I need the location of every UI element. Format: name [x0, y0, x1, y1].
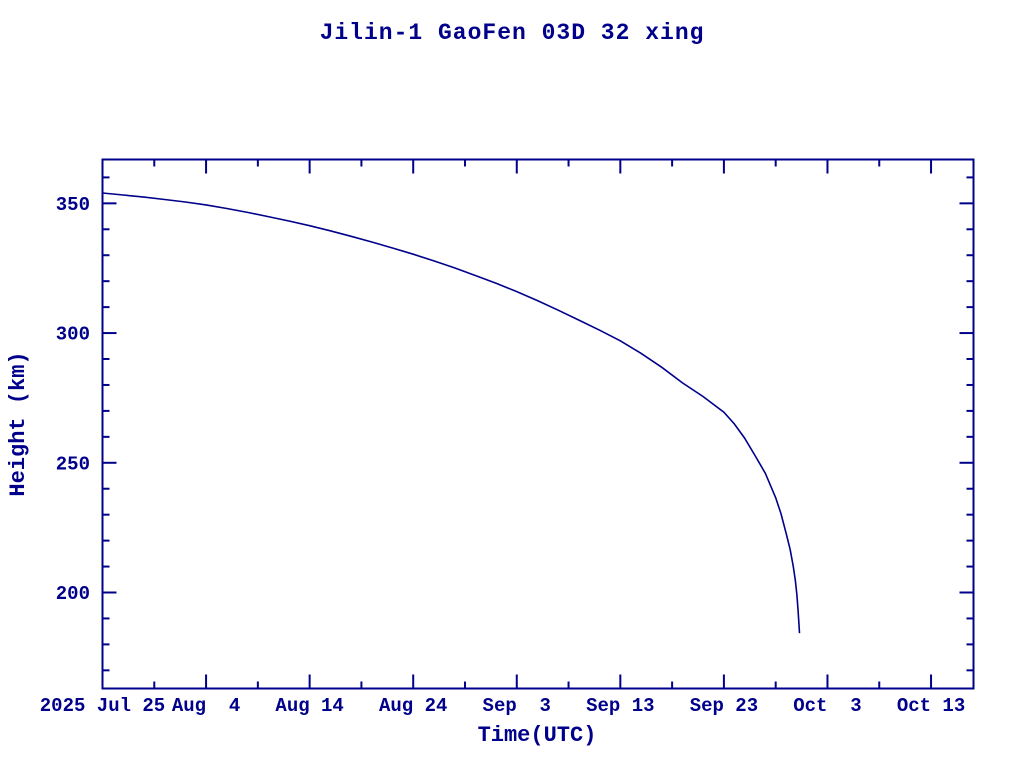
x-tick-label: Oct 13 — [897, 695, 965, 717]
chart-title: Jilin-1 GaoFen 03D 32 xing — [320, 20, 705, 46]
height-decay-curve — [102, 192, 801, 634]
y-axis-title: Height (km) — [6, 351, 31, 496]
y-axis-ticks — [102, 176, 974, 672]
y-tick-label: 200 — [56, 583, 90, 605]
x-tick-label: Sep 23 — [690, 695, 758, 717]
x-tick-label: Sep 13 — [586, 695, 654, 717]
x-tick-label: Aug 4 — [172, 695, 240, 717]
x-tick-label: Aug 14 — [275, 695, 343, 717]
x-tick-label: Oct 3 — [793, 695, 861, 717]
plot-border — [101, 158, 975, 690]
x-tick-label: 2025 Jul 25 — [40, 695, 165, 717]
y-axis-tick-labels: 350 300 250 200 — [56, 194, 90, 605]
y-tick-label: 300 — [56, 324, 90, 346]
x-axis-title: Time(UTC) — [478, 723, 597, 748]
y-tick-label: 350 — [56, 194, 90, 216]
x-axis-tick-labels: 2025 Jul 25 Aug 4 Aug 14 Aug 24 Sep 3 Sep 13 S… — [40, 695, 965, 717]
y-tick-label: 250 — [56, 453, 90, 475]
x-tick-label: Aug 24 — [379, 695, 447, 717]
x-tick-label: Sep 3 — [483, 695, 551, 717]
x-axis-ticks — [153, 159, 933, 689]
plot-frame — [101, 158, 975, 690]
